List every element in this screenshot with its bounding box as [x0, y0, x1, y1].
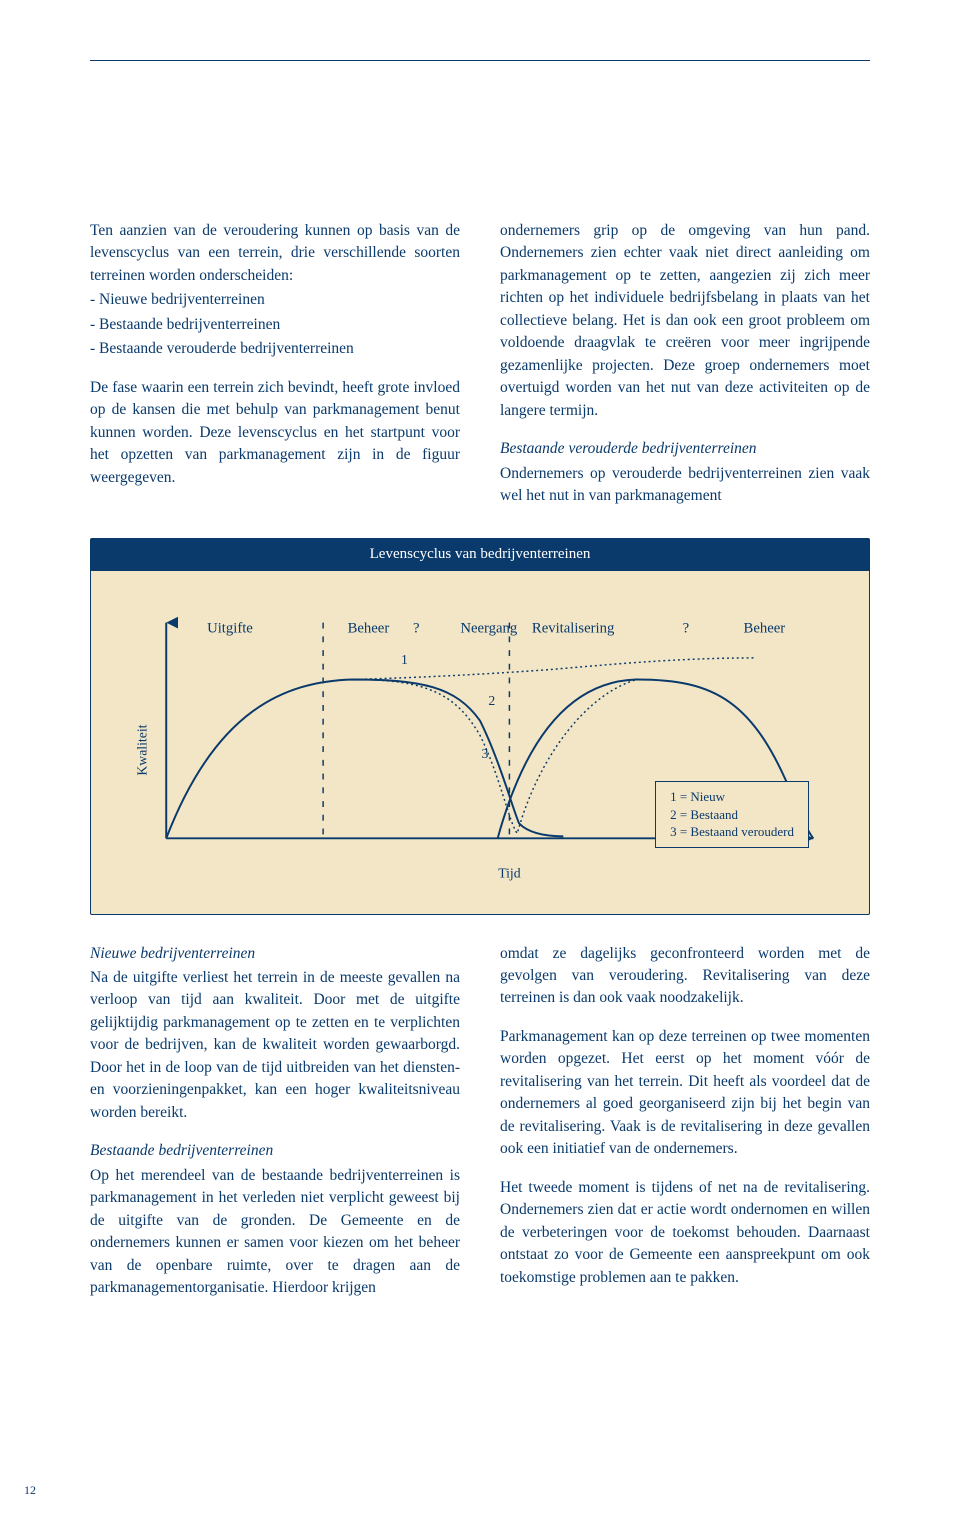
curve-n1: 1: [401, 652, 408, 667]
legend-2: 2 = Bestaand: [670, 806, 794, 824]
top-left-intro: Ten aanzien van de veroudering kunnen op…: [90, 220, 460, 287]
top-right-h2: Bestaande verouderde bedrijventerreinen: [500, 438, 870, 460]
li-3: - Bestaande verouderde bedrijventerreine…: [90, 338, 460, 360]
top-left-col: Ten aanzien van de veroudering kunnen op…: [90, 220, 460, 510]
br-p1: omdat ze dagelijks geconfronteerd worden…: [500, 943, 870, 1010]
top-right-col: ondernemers grip op de omgeving van hun …: [500, 220, 870, 510]
lifecycle-chart: Uitgifte Beheer ? Neergang Revitaliserin…: [127, 603, 833, 897]
x-axis-label: Tijd: [498, 866, 521, 881]
phase-revit: Revitalisering: [532, 621, 615, 637]
legend-1: 1 = Nieuw: [670, 788, 794, 806]
bl-p2: Op het merendeel van de bestaande bedrij…: [90, 1165, 460, 1300]
y-axis-label: Kwaliteit: [135, 725, 150, 776]
bottom-columns: Nieuwe bedrijventerreinen Na de uitgifte…: [90, 943, 870, 1302]
phase-q1: ?: [413, 621, 420, 637]
page-number: 12: [24, 1482, 36, 1499]
top-columns: Ten aanzien van de veroudering kunnen op…: [90, 220, 870, 510]
bl-h2: Bestaande bedrijventerreinen: [90, 1140, 460, 1162]
phase-q2: ?: [683, 621, 690, 637]
top-left-p2: De fase waarin een terrein zich bevindt,…: [90, 377, 460, 489]
phase-uitgifte: Uitgifte: [207, 621, 253, 637]
chart-area: Uitgifte Beheer ? Neergang Revitaliserin…: [90, 571, 870, 914]
phase-beheer1: Beheer: [348, 621, 390, 637]
top-right-p1: ondernemers grip op de omgeving van hun …: [500, 220, 870, 422]
phase-neergang: Neergang: [460, 621, 517, 637]
li-2: - Bestaande bedrijventerreinen: [90, 314, 460, 336]
curve-n3: 3: [481, 746, 488, 761]
phase-beheer2: Beheer: [744, 621, 786, 637]
bl-h1: Nieuwe bedrijventerreinen: [90, 943, 460, 965]
legend-3: 3 = Bestaand verouderd: [670, 823, 794, 841]
bottom-right-col: omdat ze dagelijks geconfronteerd worden…: [500, 943, 870, 1302]
li-1: - Nieuwe bedrijventerreinen: [90, 289, 460, 311]
chart-legend: 1 = Nieuw 2 = Bestaand 3 = Bestaand vero…: [655, 781, 809, 848]
bl-p1: Na de uitgifte verliest het terrein in d…: [90, 967, 460, 1124]
br-p2: Parkmanagement kan op deze terreinen op …: [500, 1026, 870, 1161]
chart-title: Levenscyclus van bedrijventerreinen: [90, 538, 870, 572]
top-rule: [90, 60, 870, 61]
top-right-p2: Ondernemers op verouderde bedrijventerre…: [500, 463, 870, 508]
curve-n2: 2: [488, 693, 495, 708]
br-p3: Het tweede moment is tijdens of net na d…: [500, 1177, 870, 1289]
bottom-left-col: Nieuwe bedrijventerreinen Na de uitgifte…: [90, 943, 460, 1302]
